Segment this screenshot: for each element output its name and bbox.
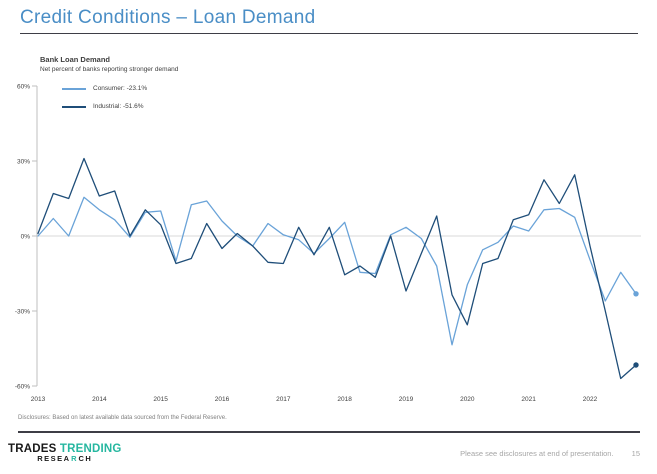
legend-label-consumer: Consumer: -23.1% [93,85,148,92]
footer-right: Please see disclosures at end of present… [460,449,640,458]
series-line-industrial [37,157,637,380]
y-tick-label: 60% [17,83,30,90]
legend-label-industrial: Industrial: -51.6% [93,103,144,110]
series-line-consumer [37,196,637,346]
footer-note: Please see disclosures at end of present… [460,449,614,458]
company-logo: TRADES TRENDING RESEARCH [8,443,122,463]
logo-research: RESEARCH [8,455,122,463]
x-tick-label: 2016 [215,396,230,403]
y-tick-label: 30% [17,158,30,165]
logo-research-pre: RESEA [37,454,71,464]
y-tick-label: 0% [21,233,31,240]
chart-legend: Consumer: -23.1% Industrial: -51.6% [62,83,147,112]
chart-subtitle: Net percent of banks reporting stronger … [40,66,179,73]
x-tick-label: 2020 [460,396,475,403]
consumer-line-swatch [62,87,86,90]
logo-wordmark: TRADES TRENDING [8,443,122,455]
end-marker-industrial [633,362,639,368]
logo-word-trades: TRADES [8,443,57,455]
x-tick-label: 2019 [399,396,414,403]
page-title: Credit Conditions – Loan Demand [20,7,316,28]
disclosure-text: Disclosures: Based on latest available d… [18,415,227,421]
x-tick-label: 2022 [583,396,598,403]
chart-title: Bank Loan Demand [40,55,111,64]
y-tick-label: -30% [15,308,30,315]
industrial-line-swatch [62,105,86,108]
y-tick-label: -60% [15,383,30,390]
x-tick-label: 2014 [92,396,107,403]
title-divider [20,33,638,34]
x-tick-label: 2013 [31,396,46,403]
x-tick-label: 2018 [337,396,352,403]
x-tick-label: 2021 [521,396,536,403]
logo-word-trending: TRENDING [59,443,122,455]
logo-research-mark: R [71,454,78,464]
x-tick-label: 2015 [153,396,168,403]
x-tick-label: 2017 [276,396,291,403]
end-marker-consumer [633,291,639,297]
footer-divider [18,431,640,433]
legend-item-industrial: Industrial: -51.6% [62,101,147,112]
legend-item-consumer: Consumer: -23.1% [62,83,147,94]
logo-research-post: CH [78,454,93,464]
page-number: 15 [631,449,640,458]
